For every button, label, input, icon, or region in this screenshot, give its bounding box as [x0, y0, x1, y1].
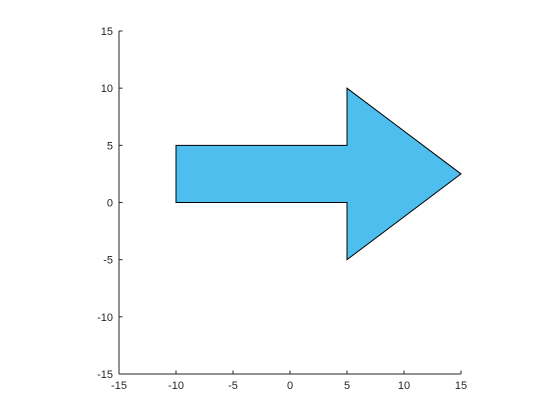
x-tick-label-0: -15 [111, 380, 127, 392]
y-tick-label-2: -5 [103, 255, 113, 267]
y-tick-label-3: 0 [107, 198, 113, 210]
x-tick-label-2: -5 [228, 380, 238, 392]
y-tick-label-1: -10 [97, 312, 113, 324]
x-tick-label-5: 10 [398, 380, 410, 392]
arrow-polygon-0 [175, 87, 462, 261]
y-tick-label-4: 5 [107, 140, 113, 152]
x-tick-label-6: 15 [455, 380, 467, 392]
axes: -15 -10 -5 0 5 10 15 -15 -10 -5 0 5 10 15 [97, 26, 467, 392]
y-tick-label-0: -15 [97, 369, 113, 381]
plot-area [175, 87, 462, 261]
x-tick-label-1: -10 [168, 380, 184, 392]
y-tick-label-6: 15 [101, 26, 113, 38]
y-tick-label-5: 10 [101, 83, 113, 95]
x-tick-label-3: 0 [287, 380, 293, 392]
x-tick-label-4: 5 [344, 380, 350, 392]
